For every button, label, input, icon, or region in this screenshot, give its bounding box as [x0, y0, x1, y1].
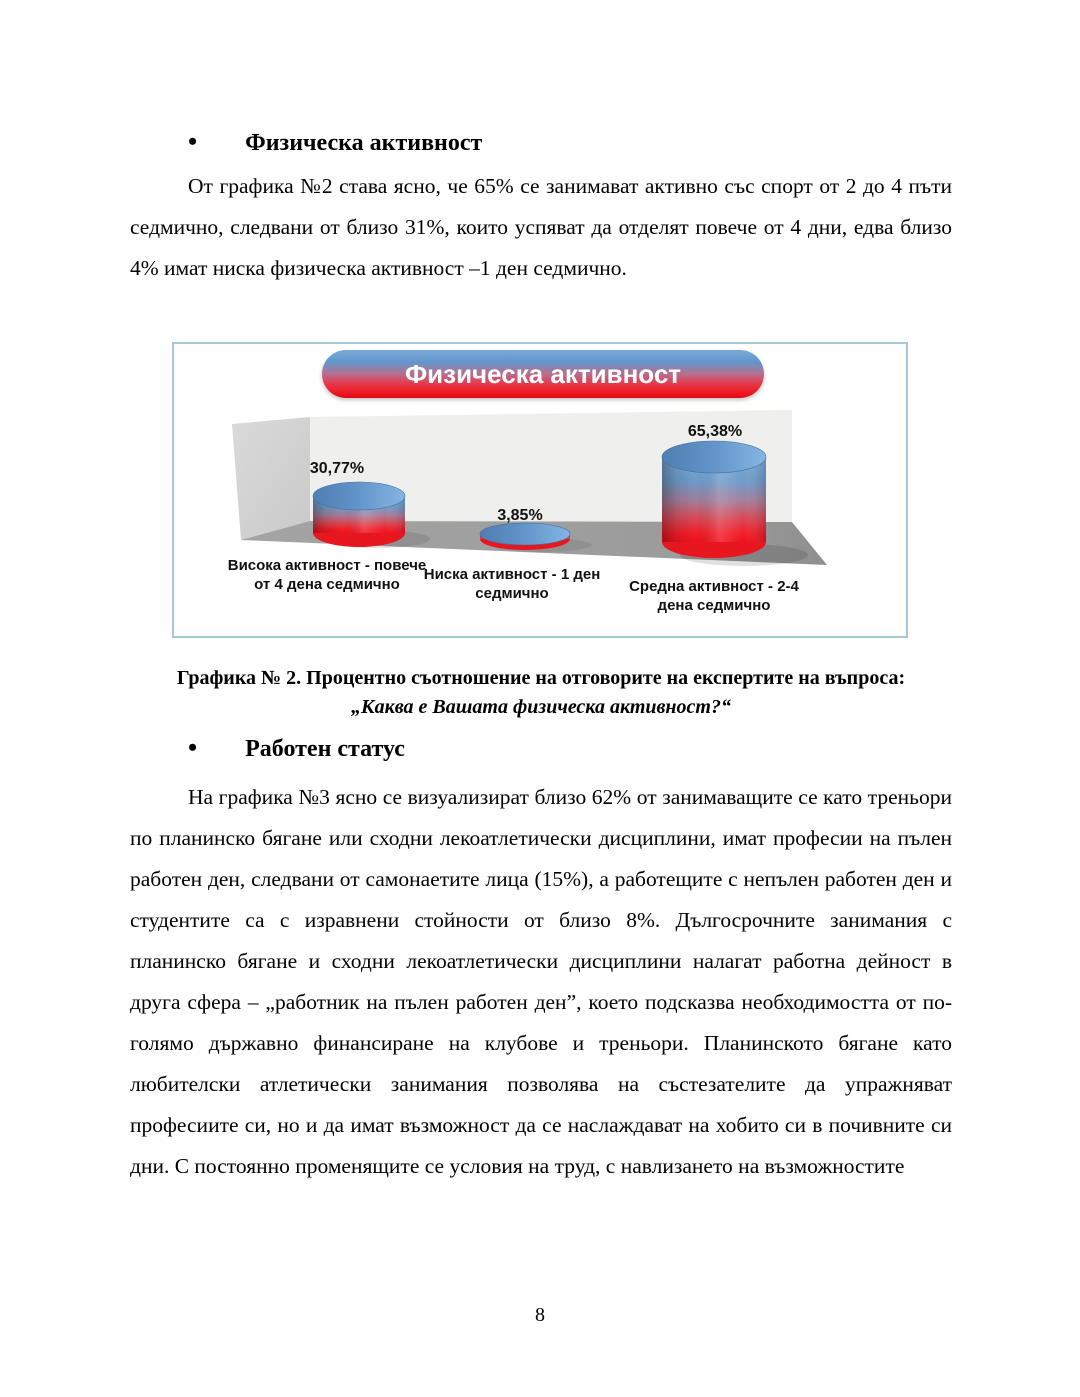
category-label-line: Ниска активност - 1 ден — [423, 566, 601, 583]
value-label-medium: 65,38% — [687, 423, 743, 440]
chart-title-pill: Физическа активност — [322, 350, 764, 398]
value-label-low: 3,85% — [497, 507, 543, 524]
cylinder-medium-activity — [661, 440, 767, 558]
paragraph-physical-activity: От графика №2 става ясно, че 65% се зани… — [130, 174, 952, 280]
chart-3d-scene — [232, 410, 827, 566]
section-heading-label: Физическа активност — [245, 130, 483, 156]
category-label-low: Ниска активност - 1 ден седмично — [414, 565, 610, 603]
chart-caption-line2: „Каква е Вашата физическа активност?“ — [351, 696, 731, 718]
category-label-line: седмично — [475, 585, 549, 602]
section-heading-work-status: • Работен статус — [130, 733, 952, 764]
category-label-medium: Средна активност - 2-4 дена седмично — [616, 577, 812, 615]
bullet-icon: • — [188, 127, 198, 156]
chart-caption: Графика № 2. Процентно съотношение на от… — [130, 664, 952, 722]
category-label-line: Висока активност - повече — [227, 557, 427, 574]
section-heading-physical-activity: • Физическа активност — [130, 127, 952, 158]
page-number: 8 — [535, 1304, 545, 1326]
value-label-high: 30,77% — [309, 460, 365, 477]
section-heading-label: Работен статус — [245, 736, 405, 762]
chart-title: Физическа активност — [404, 358, 682, 389]
category-label-high: Висока активност - повече от 4 дена седм… — [222, 556, 432, 594]
category-label-line: дена седмично — [657, 597, 771, 614]
category-label-line: от 4 дена седмично — [254, 576, 400, 593]
category-label-line: Средна активност - 2-4 — [629, 578, 799, 595]
chart-physical-activity: Физическа активност 30,77% 3,85% 65,38% … — [172, 342, 908, 638]
cylinder-low-activity — [479, 522, 571, 550]
paragraph-work-status: На графика №3 ясно се визуализират близо… — [130, 785, 952, 1178]
chart-side-wall — [232, 417, 310, 540]
bullet-icon: • — [188, 733, 198, 762]
chart-caption-line1: Графика № 2. Процентно съотношение на от… — [176, 667, 906, 689]
cylinder-high-activity — [312, 481, 406, 547]
